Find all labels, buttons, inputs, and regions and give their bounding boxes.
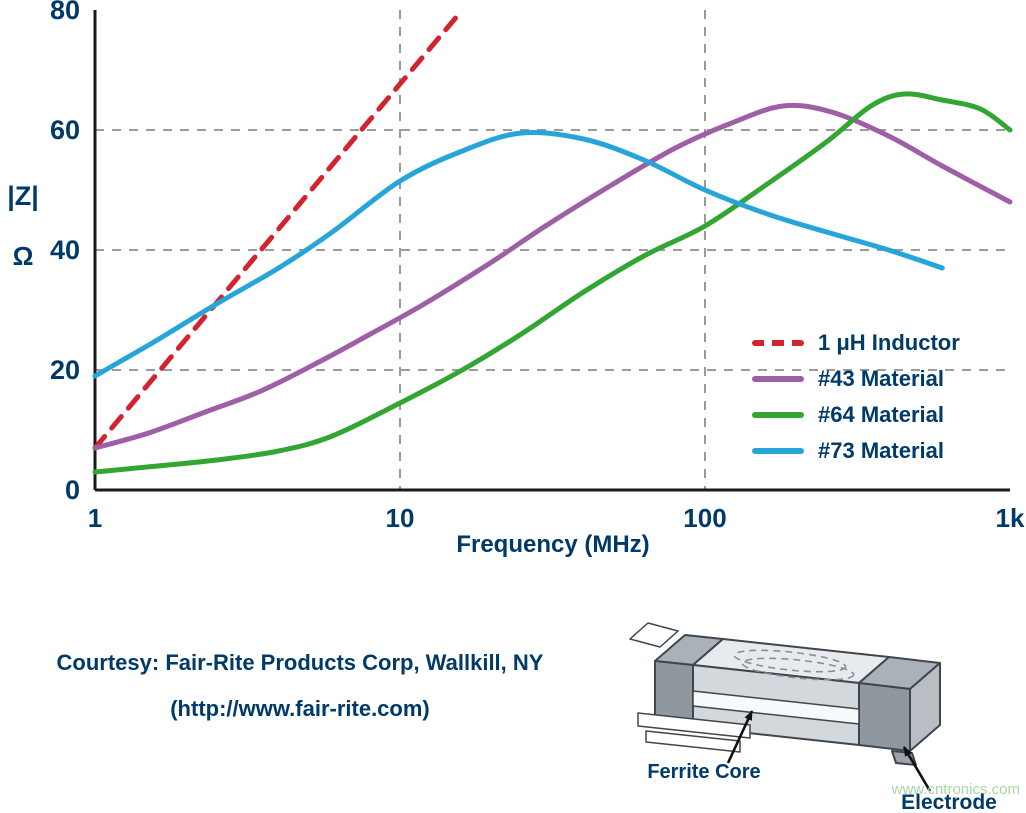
y-tick-0: 0 <box>65 475 80 505</box>
legend-label-43-material: #43 Material <box>818 366 944 391</box>
x-tick-1k: 1k <box>996 503 1025 533</box>
lid-highlight <box>629 622 679 648</box>
coil-ellipse-1 <box>733 649 847 673</box>
legend-label-64-material: #64 Material <box>818 402 944 427</box>
y-axis-label-ohm: Ω <box>12 241 34 271</box>
legend-item-64-material: #64 Material <box>752 397 960 433</box>
legend-swatch-43-material <box>752 376 804 382</box>
ferrite-core-band <box>692 690 860 725</box>
impedance-vs-frequency-chart: 0 20 40 60 80 1 10 100 1k <box>50 0 1025 533</box>
watermark: www.cntronics.com <box>891 781 1020 798</box>
x-tick-100: 100 <box>683 503 726 533</box>
series-inductor <box>92 7 465 451</box>
inner-plate-1 <box>637 712 751 739</box>
x-axis-title: Frequency (MHz) <box>456 531 650 558</box>
y-tick-20: 20 <box>50 355 80 385</box>
coil-dashed-lines <box>733 649 855 681</box>
series-43-material <box>92 102 1013 451</box>
annotation-arrows <box>726 710 932 792</box>
coil-ellipse-2 <box>741 657 855 681</box>
inner-plate-2 <box>645 730 741 753</box>
legend-item-43-material: #43 Material <box>752 361 960 397</box>
electrode-label: Electrode <box>901 791 997 813</box>
y-axis-label-z: |Z| <box>7 181 39 211</box>
legend-swatch-inductor <box>752 340 804 346</box>
y-tick-60: 60 <box>50 115 80 145</box>
courtesy-line2: (http://www.fair-rite.com) <box>170 696 430 721</box>
legend-swatch-73-material <box>752 448 804 454</box>
legend-label-73-material: #73 Material <box>818 438 944 463</box>
legend-item-73-material: #73 Material <box>752 433 960 469</box>
legend-item-inductor: 1 μH Inductor <box>752 325 960 361</box>
courtesy-note: Courtesy: Fair-Rite Products Corp, Wallk… <box>12 650 588 722</box>
x-tick-10: 10 <box>386 503 415 533</box>
bead-body <box>629 622 941 766</box>
courtesy-line1: Courtesy: Fair-Rite Products Corp, Wallk… <box>56 650 544 675</box>
ferrite-bead-illustration <box>629 622 941 792</box>
bead-front-right-electrode <box>858 682 911 752</box>
series-73-material <box>92 129 945 379</box>
series-64-material <box>92 91 1013 475</box>
x-tick-1: 1 <box>88 503 102 533</box>
electrode-arrow <box>902 746 932 792</box>
ferrite-core-arrow <box>726 710 754 764</box>
legend-swatch-64-material <box>752 412 804 418</box>
y-tick-80: 80 <box>50 0 80 25</box>
legend-label-inductor: 1 μH Inductor <box>818 330 960 355</box>
chart-legend: 1 μH Inductor #43 Material #64 Material … <box>752 325 960 469</box>
y-tick-40: 40 <box>50 235 80 265</box>
ferrite-core-label: Ferrite Core <box>647 761 761 783</box>
